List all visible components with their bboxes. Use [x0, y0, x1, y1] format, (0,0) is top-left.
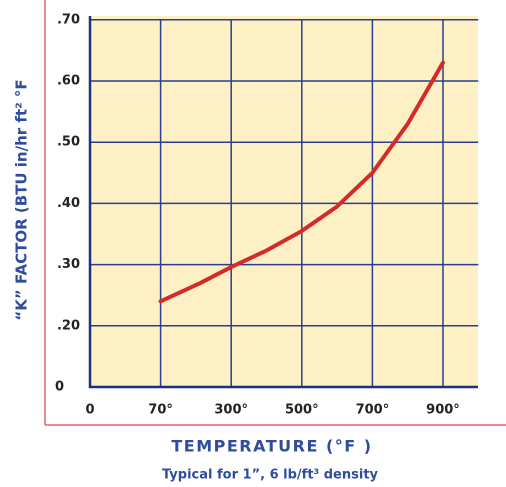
x-tick-label: 300° — [214, 403, 248, 418]
x-axis-label: TEMPERATURE (°F ) — [171, 437, 372, 456]
x-tick-label: 500° — [285, 403, 319, 418]
line — [158, 60, 445, 304]
x-tick-label: 0 — [85, 403, 94, 418]
y-tick-label: .70 — [57, 12, 80, 27]
x-tick-label: 700° — [356, 403, 390, 418]
y-tick-label: .60 — [57, 74, 80, 89]
y-tick-label: 0 — [55, 380, 64, 395]
y-tick-label: .20 — [57, 318, 80, 333]
y-tick-label: .30 — [57, 257, 80, 272]
y-axis-label: “K” FACTOR (BTU in/hr ft² °F — [13, 79, 31, 320]
subtitle: Typical for 1”, 6 lb/ft³ density — [162, 468, 379, 483]
plot-area — [90, 16, 478, 387]
y-tick-label: .50 — [57, 135, 80, 150]
x-tick-label: 70° — [148, 403, 173, 418]
y-tick-label: .40 — [57, 196, 80, 211]
x-tick-label: 900° — [426, 403, 460, 418]
